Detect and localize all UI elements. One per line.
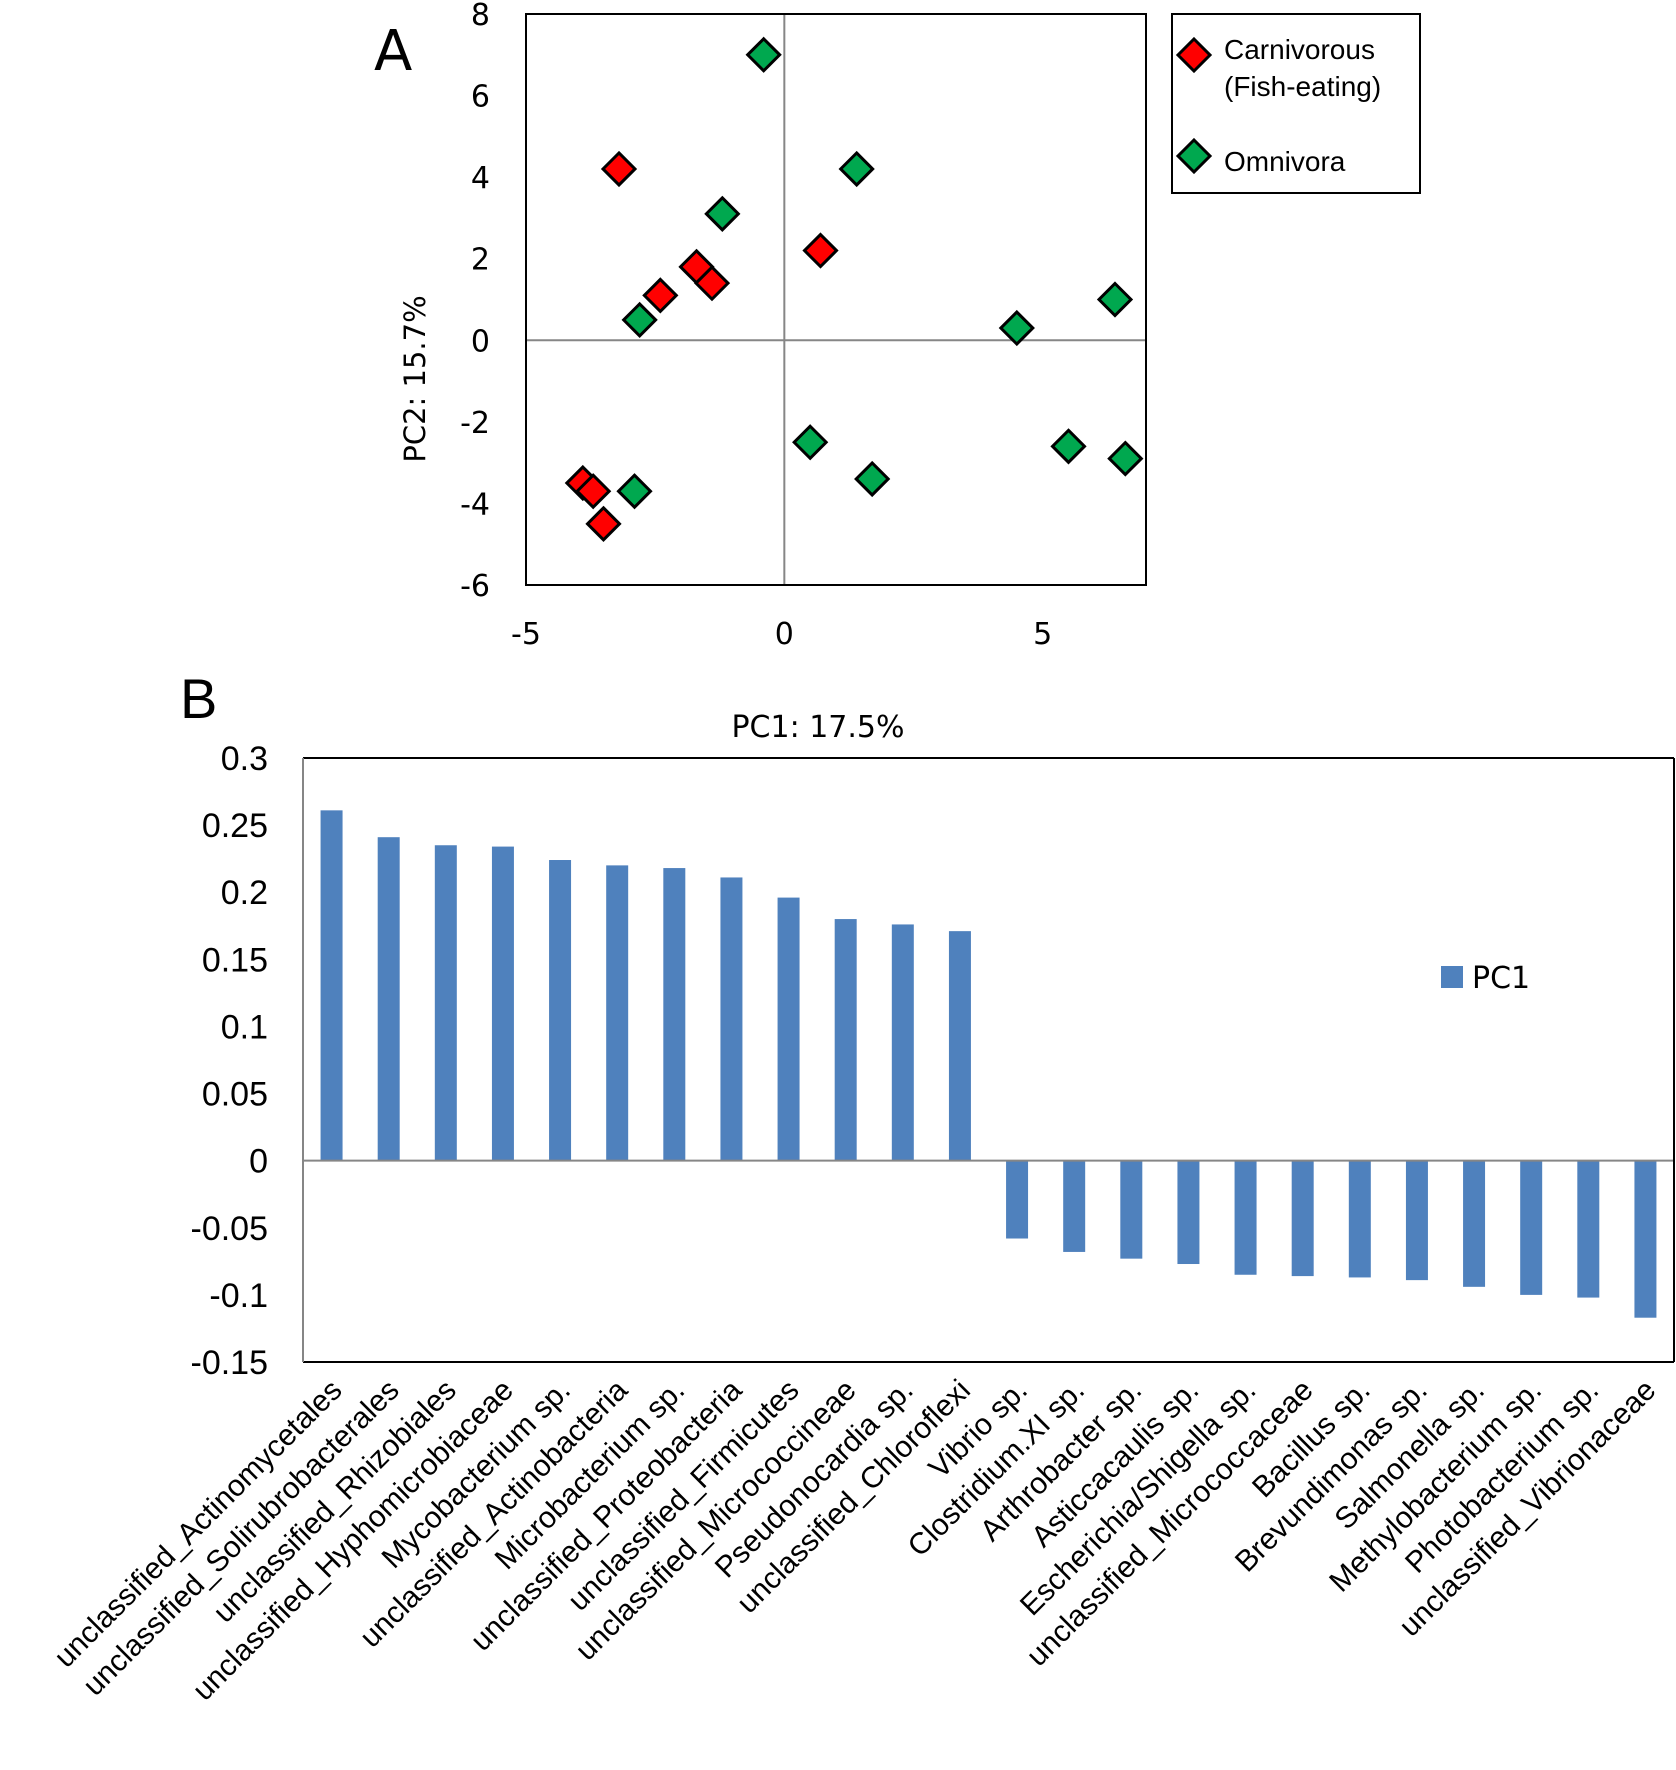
y-tick-label: -0.1 xyxy=(209,1277,268,1315)
y-tick-label: 8 xyxy=(471,0,490,33)
bar xyxy=(720,877,743,1161)
legend-label-line1: Carnivorous xyxy=(1224,34,1375,65)
bar xyxy=(1177,1160,1200,1265)
y-tick-label: 0.2 xyxy=(221,874,268,912)
bar xyxy=(1291,1160,1314,1277)
green-diamond-icon xyxy=(1175,137,1213,175)
y-tick-label: 4 xyxy=(471,161,490,196)
data-point-omnivora xyxy=(1050,428,1087,465)
bar xyxy=(377,837,400,1161)
legend-label: Omnivora xyxy=(1224,146,1346,177)
data-point-omnivora xyxy=(621,301,658,339)
bar xyxy=(434,845,457,1161)
legend-label: PC1 xyxy=(1472,961,1530,996)
bar xyxy=(1520,1160,1543,1295)
category-labels: unclassified_Actinomycetalesunclassified… xyxy=(48,1373,1662,1707)
zero-lines xyxy=(526,14,1146,585)
x-tick-labels: -5 0 5 xyxy=(511,617,1052,652)
data-point-carnivorous xyxy=(585,505,622,542)
bar xyxy=(1348,1160,1371,1278)
bar xyxy=(606,865,629,1161)
y-tick-label: -4 xyxy=(460,487,490,522)
bar xyxy=(1405,1160,1428,1281)
bar xyxy=(948,931,971,1161)
x-tick-label: 0 xyxy=(775,617,794,652)
y-tick-labels: 8 6 4 2 0 -2 -4 -6 xyxy=(460,0,490,604)
legend-swatch-icon xyxy=(1441,966,1463,988)
plot-area-frame xyxy=(525,13,1147,586)
x-tick-label: -5 xyxy=(511,617,541,652)
y-tick-label: 0.15 xyxy=(202,941,268,979)
y-tick-label: 0.3 xyxy=(221,740,268,778)
data-point-omnivora xyxy=(616,473,653,510)
data-point-carnivorous xyxy=(802,232,839,269)
y-tick-label: -6 xyxy=(460,569,490,604)
bar xyxy=(1120,1160,1143,1259)
data-point-omnivora xyxy=(1096,281,1134,318)
data-point-omnivora xyxy=(838,150,875,188)
y-tick-label: 2 xyxy=(471,243,490,278)
legend-item-omnivora: Omnivora xyxy=(1175,137,1346,177)
data-point-omnivora xyxy=(704,195,741,232)
red-diamond-icon xyxy=(1175,36,1213,74)
data-point-omnivora xyxy=(1107,440,1144,477)
bar xyxy=(1234,1160,1257,1275)
y-tick-label: 6 xyxy=(471,80,490,115)
y-tick-label: -2 xyxy=(460,406,490,441)
bars xyxy=(320,810,1657,1318)
bar xyxy=(1063,1160,1086,1252)
bar xyxy=(1006,1160,1029,1239)
bar xyxy=(549,860,572,1161)
legend: Carnivorous (Fish-eating) Omnivora xyxy=(1171,13,1421,194)
legend-label-line2: (Fish-eating) xyxy=(1224,71,1381,102)
bar xyxy=(834,919,857,1161)
bar xyxy=(1577,1160,1600,1298)
panel-a-scatter: A 8 6 4 2 0 -2 -4 -6 -5 0 5 PC2: 15.7% Carnivorou… xyxy=(374,0,1421,652)
data-point-carnivorous xyxy=(642,277,679,314)
bar xyxy=(320,810,343,1161)
data-point-omnivora xyxy=(854,460,891,498)
y-tick-label: -0.15 xyxy=(191,1344,269,1382)
bar xyxy=(1463,1160,1486,1287)
bar xyxy=(1634,1160,1657,1318)
y-tick-label: 0.1 xyxy=(221,1008,268,1046)
y-tick-label: 0.05 xyxy=(202,1076,268,1114)
x-tick-label: 5 xyxy=(1033,617,1052,652)
bar xyxy=(777,897,800,1161)
panel-b-bar-chart: B PC1: 17.5% 0.3 0.25 0.2 0.15 0.1 0.05 0 -0.05… xyxy=(48,667,1675,1707)
y-tick-label: 0 xyxy=(249,1143,268,1181)
data-point-omnivora xyxy=(745,36,782,73)
legend-item-carnivorous: Carnivorous (Fish-eating) xyxy=(1175,34,1381,102)
y-axis-title: PC2: 15.7% xyxy=(398,295,432,462)
data-point-carnivorous xyxy=(575,473,612,510)
data-point-carnivorous xyxy=(693,265,731,302)
y-tick-labels: 0.3 0.25 0.2 0.15 0.1 0.05 0 -0.05 -0.1 -0.15 xyxy=(191,740,269,1382)
chart-title: PC1: 17.5% xyxy=(731,710,904,745)
panel-a-label: A xyxy=(374,19,412,84)
scatter-points xyxy=(564,36,1144,542)
y-tick-label: 0 xyxy=(471,324,490,359)
data-point-omnivora xyxy=(998,309,1035,347)
data-point-omnivora xyxy=(792,424,829,461)
legend: PC1 xyxy=(1441,961,1530,996)
y-tick-label: -0.05 xyxy=(191,1210,269,1248)
y-tick-label: 0.25 xyxy=(202,807,268,845)
legend-box xyxy=(1171,13,1421,194)
data-point-carnivorous xyxy=(600,150,638,188)
bar xyxy=(891,924,914,1161)
bar xyxy=(663,868,686,1161)
panel-b-label: B xyxy=(180,667,217,730)
bar xyxy=(491,846,514,1161)
